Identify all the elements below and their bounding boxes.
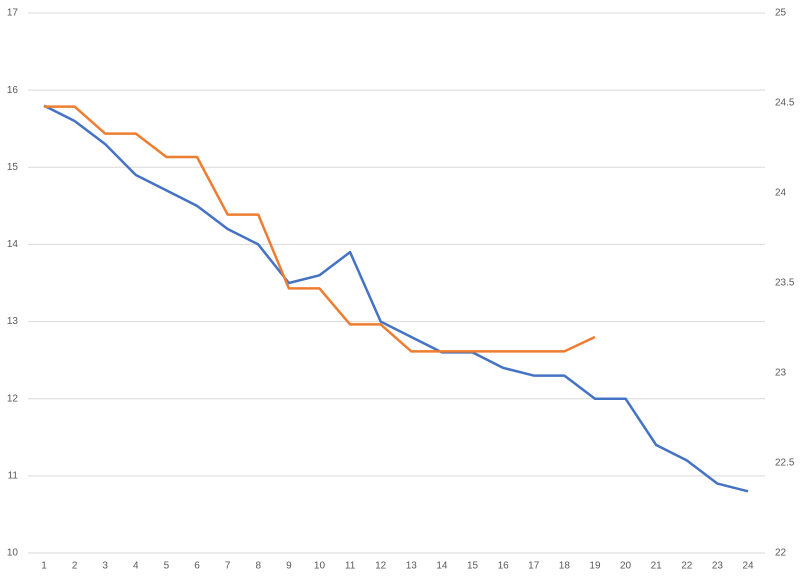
x-tick-label: 17 bbox=[528, 561, 540, 572]
y2-tick-label: 24 bbox=[775, 188, 787, 199]
y-tick-label: 17 bbox=[7, 8, 19, 19]
y2-tick-label: 22 bbox=[775, 548, 787, 559]
y-tick-label: 11 bbox=[8, 470, 19, 481]
x-tick-label: 23 bbox=[712, 561, 724, 572]
x-tick-label: 21 bbox=[651, 561, 663, 572]
y2-tick-label: 25 bbox=[775, 8, 787, 19]
x-tick-label: 1 bbox=[41, 561, 47, 572]
x-tick-label: 9 bbox=[286, 561, 292, 572]
x-tick-label: 20 bbox=[620, 561, 632, 572]
x-tick-label: 19 bbox=[589, 561, 601, 572]
x-tick-label: 18 bbox=[559, 561, 571, 572]
y-tick-label: 10 bbox=[7, 548, 19, 559]
x-tick-label: 15 bbox=[467, 561, 479, 572]
y-tick-label: 14 bbox=[7, 239, 19, 250]
x-tick-label: 3 bbox=[102, 561, 108, 572]
y-tick-label: 15 bbox=[7, 162, 19, 173]
x-tick-label: 11 bbox=[345, 561, 356, 572]
y2-tick-label: 22.5 bbox=[775, 458, 795, 469]
x-tick-label: 22 bbox=[681, 561, 693, 572]
y-tick-label: 16 bbox=[7, 85, 19, 96]
x-tick-label: 8 bbox=[255, 561, 261, 572]
y2-tick-label: 24.5 bbox=[775, 98, 795, 109]
x-tick-label: 10 bbox=[314, 561, 326, 572]
x-tick-label: 14 bbox=[436, 561, 448, 572]
y2-tick-label: 23 bbox=[775, 368, 787, 379]
x-tick-label: 16 bbox=[498, 561, 510, 572]
x-tick-label: 7 bbox=[225, 561, 231, 572]
x-tick-label: 24 bbox=[742, 561, 754, 572]
y2-tick-label: 23.5 bbox=[775, 278, 795, 289]
line-series bbox=[44, 105, 596, 353]
x-tick-label: 2 bbox=[72, 561, 78, 572]
x-tick-label: 12 bbox=[375, 561, 387, 572]
y-tick-label: 12 bbox=[7, 393, 19, 404]
y-tick-label: 13 bbox=[7, 316, 19, 327]
x-tick-label: 4 bbox=[133, 561, 139, 572]
line-series bbox=[43, 104, 749, 493]
x-tick-label: 5 bbox=[164, 561, 170, 572]
x-tick-label: 6 bbox=[194, 561, 200, 572]
x-tick-label: 13 bbox=[406, 561, 418, 572]
